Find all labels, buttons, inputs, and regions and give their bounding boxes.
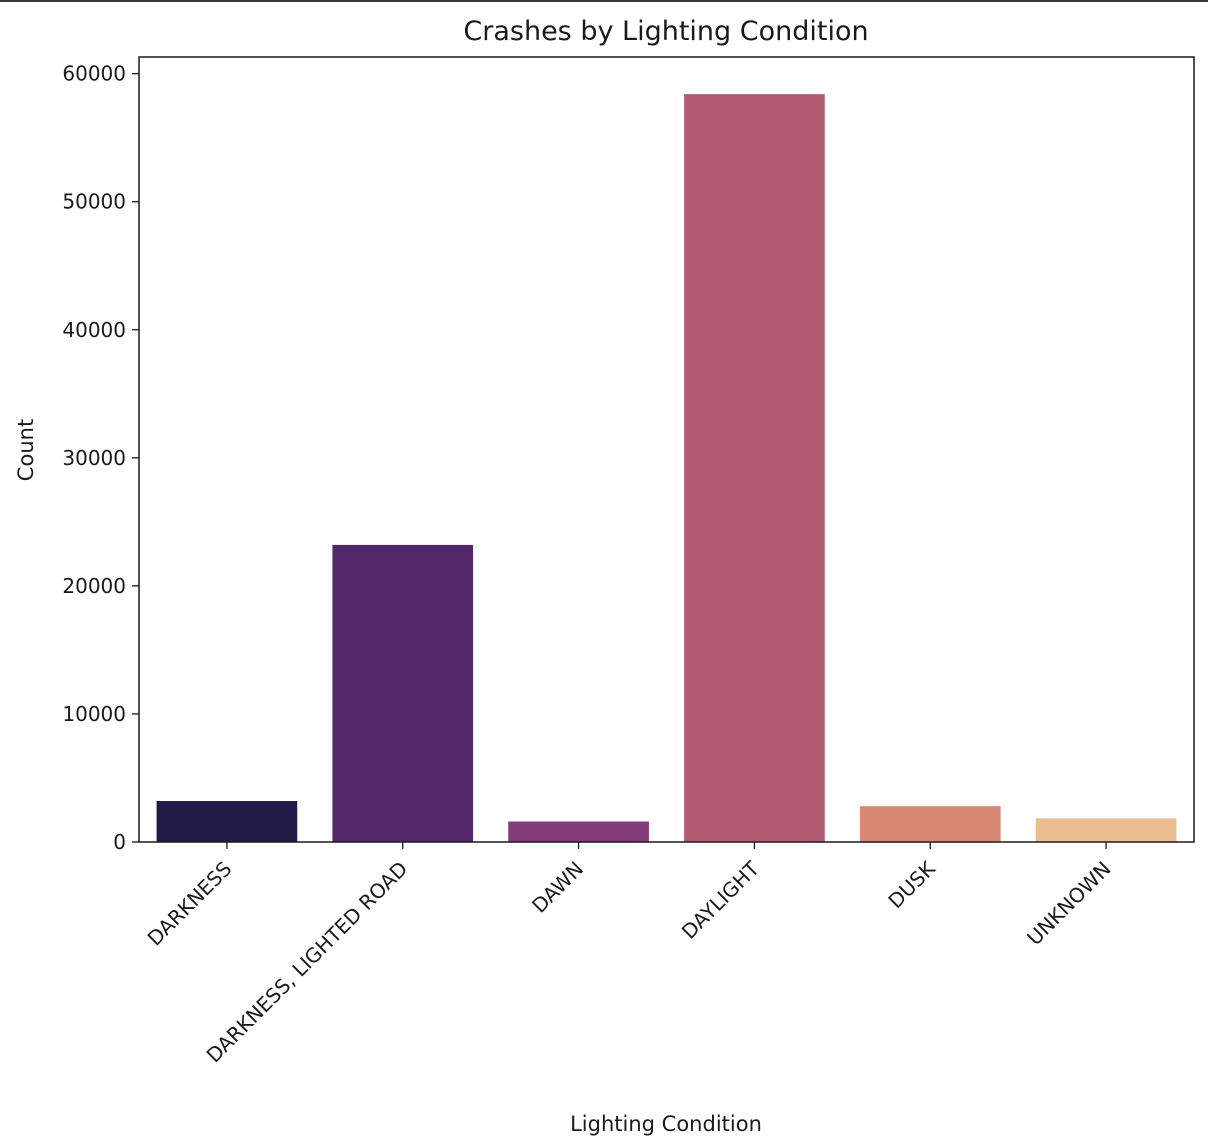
- y-tick-label: 40000: [62, 318, 126, 342]
- bar-darkness-lighted-road: [332, 544, 474, 842]
- x-tick-label: DARKNESS, LIGHTED ROAD: [202, 857, 413, 1068]
- top-border: [0, 0, 1208, 2]
- x-tick-label: DARKNESS: [143, 857, 237, 951]
- plot-frame: [138, 56, 1195, 843]
- x-tick-label: DAWN: [527, 857, 588, 918]
- y-tick-label: 0: [113, 830, 126, 854]
- bar-dusk: [859, 806, 1001, 842]
- y-tick-label: 20000: [62, 574, 126, 598]
- x-tick-label: DUSK: [883, 856, 940, 913]
- y-tick-label: 60000: [62, 62, 126, 86]
- y-axis-label: Count: [14, 419, 38, 481]
- x-tick-label: UNKNOWN: [1022, 857, 1115, 950]
- bars-group: [156, 94, 1177, 843]
- y-axis: 0 10000 20000 30000 40000 50000 60000: [62, 62, 139, 854]
- bar-darkness: [156, 801, 298, 842]
- x-axis-label: Lighting Condition: [570, 1112, 762, 1136]
- chart-title: Crashes by Lighting Condition: [463, 16, 868, 47]
- y-tick-label: 50000: [62, 190, 126, 214]
- y-tick-label: 30000: [62, 446, 126, 470]
- bar-daylight: [684, 94, 825, 843]
- bar-unknown: [1035, 818, 1177, 842]
- x-tick-label: DAYLIGHT: [677, 856, 765, 944]
- y-tick-label: 10000: [62, 702, 126, 726]
- bar-dawn: [508, 821, 649, 842]
